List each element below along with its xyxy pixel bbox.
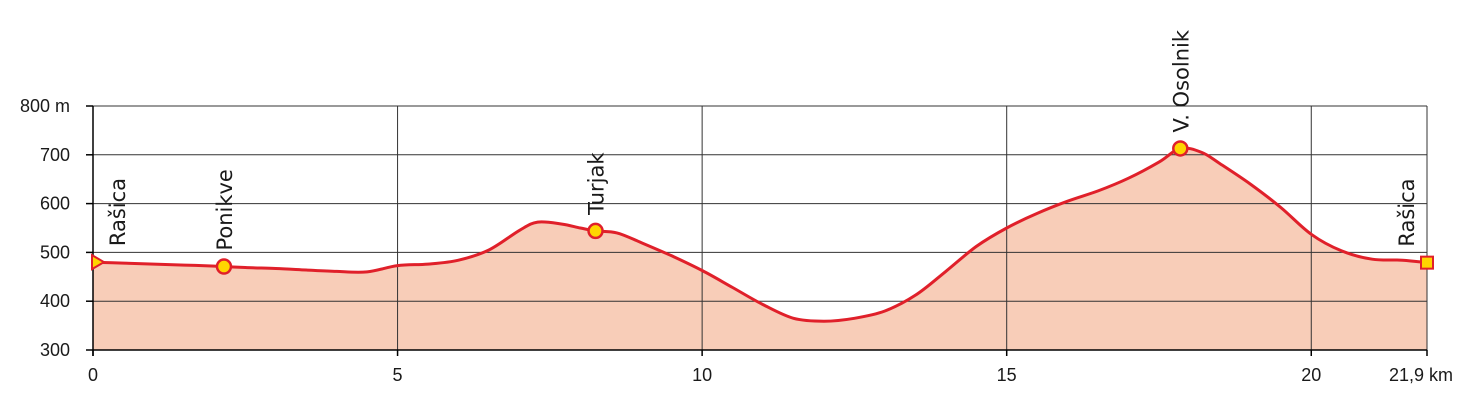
x-tick-label: 10 — [692, 365, 712, 385]
x-tick-label: 21,9 km — [1389, 365, 1453, 385]
waypoint-label: V. Osolnik — [1169, 29, 1193, 132]
y-tick-label: 800 m — [20, 96, 70, 116]
waypoint-marker-circle — [1172, 140, 1189, 157]
elevation-area — [93, 148, 1427, 350]
y-tick-label: 400 — [40, 291, 70, 311]
y-tick-label: 600 — [40, 194, 70, 214]
x-tick-label: 5 — [393, 365, 403, 385]
waypoint-marker-circle — [215, 258, 233, 275]
axes: 300 400 500 600 700 800 m 0 5 10 15 20 21,9 km — [20, 96, 1453, 385]
elevation-line-group — [92, 146, 1428, 323]
x-tick-label: 0 — [88, 365, 98, 385]
grid-lines — [93, 105, 1428, 350]
y-tick-label: 500 — [40, 242, 70, 262]
waypoint-marker-finish — [1420, 255, 1434, 270]
waypoint-label: Ponikve — [213, 169, 237, 250]
elevation-line — [92, 146, 1428, 323]
x-tick-label: 15 — [997, 365, 1017, 385]
waypoint-marker-circle — [587, 222, 604, 240]
x-tick-label: 20 — [1301, 365, 1321, 385]
waypoint-markers — [91, 140, 1434, 275]
elevation-fill — [93, 148, 1427, 350]
waypoint-label: Rašica — [106, 178, 130, 246]
waypoint-labels: Rašica Ponikve Turjak V. Osolnik Rašica — [106, 29, 1419, 250]
waypoint-label: Rašica — [1395, 178, 1419, 246]
waypoint-marker-start — [91, 253, 106, 271]
y-tick-label: 300 — [40, 340, 70, 360]
waypoint-label: Turjak — [585, 152, 609, 216]
y-tick-label: 700 — [40, 145, 70, 165]
